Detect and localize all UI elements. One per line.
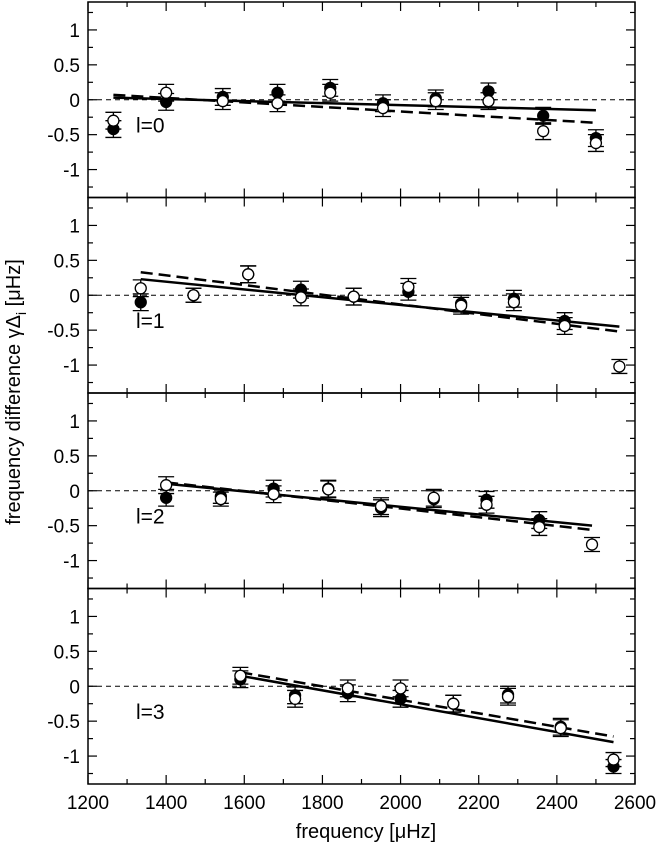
y-tick-label: 1 [69, 412, 80, 433]
y-tick-label: 0 [69, 482, 80, 503]
open-point [376, 101, 390, 115]
open-point [585, 538, 599, 551]
x-tick-label: 1800 [301, 793, 343, 814]
open-point [107, 114, 120, 127]
open-point [501, 690, 515, 703]
dashed-fit-line [140, 270, 620, 333]
open-point [427, 491, 440, 504]
open-point [589, 136, 603, 150]
y-tick-label: -0.5 [47, 517, 80, 538]
y-tick-label: 0.5 [54, 642, 80, 663]
open-point [607, 753, 620, 766]
y-tick-label: -0.5 [47, 126, 80, 147]
panel-3: -1 -0.5 0 0.5 1 l=3 [47, 587, 636, 785]
panel-label: l=2 [136, 506, 165, 529]
x-tick-label: 1400 [145, 793, 187, 814]
x-tick-labels: 1200 1400 1600 1800 2000 2200 2400 2600 [67, 793, 656, 814]
open-point [341, 682, 354, 695]
panel-2: -1 -0.5 0 0.5 1 l=2 [47, 392, 636, 590]
x-tick-label: 2400 [536, 793, 578, 814]
open-point [454, 299, 468, 312]
open-point [613, 360, 626, 373]
y-tick-label: -0.5 [47, 321, 80, 342]
x-tick-label: 1200 [67, 793, 109, 814]
y-tick-label: 0 [69, 286, 80, 307]
y-axis-label: frequency difference γΔi [μHz] [3, 259, 29, 525]
y-axis-label-main: frequency difference γΔ [3, 315, 25, 525]
open-point [159, 479, 173, 492]
open-point [322, 483, 335, 496]
open-point [134, 282, 147, 295]
open-point [374, 499, 388, 513]
y-tick-label: 1 [69, 21, 80, 42]
y-tick-label: -1 [63, 552, 80, 573]
open-point [214, 492, 227, 506]
dashed-fit-line [113, 93, 597, 125]
open-point [271, 97, 284, 110]
panels-layer: -1 -0.5 0 0.5 1 l=0 -1 -0.5 0 0.5 1 l=1 -1 -0.5 0 0.5 1 l… [47, 1, 636, 785]
open-point [216, 94, 229, 108]
panel-0: -1 -0.5 0 0.5 1 l=0 [47, 1, 636, 199]
y-tick-label: 0.5 [54, 251, 80, 272]
panel-1: -1 -0.5 0 0.5 1 l=1 [47, 196, 636, 394]
x-tick-label: 2600 [614, 793, 656, 814]
open-point [394, 682, 407, 695]
filled-point [134, 296, 147, 309]
open-point [480, 498, 493, 511]
panel-label: l=3 [136, 701, 165, 724]
y-tick-label: 0.5 [54, 56, 80, 77]
open-point [533, 520, 546, 534]
y-tick-label: 1 [69, 216, 80, 237]
y-tick-label: -1 [63, 747, 80, 768]
open-point [482, 94, 495, 108]
x-axis-label: frequency [μHz] [296, 821, 436, 843]
y-axis-label-suffix: [μHz] [3, 259, 25, 312]
open-point [324, 86, 337, 99]
y-axis-label-subscript: i [13, 312, 29, 315]
open-point [402, 280, 415, 294]
open-point [288, 692, 302, 705]
open-point [347, 290, 360, 303]
panel-label: l=0 [136, 115, 165, 138]
open-point [159, 86, 173, 99]
y-tick-label: -0.5 [47, 712, 80, 733]
y-tick-label: 1 [69, 607, 80, 628]
y-tick-label: -1 [63, 356, 80, 377]
y-tick-label: 0.5 [54, 447, 80, 468]
open-point [187, 289, 200, 302]
y-tick-label: -1 [63, 161, 80, 182]
open-point [507, 296, 521, 309]
dashed-fit-line [240, 671, 614, 738]
open-point [294, 291, 308, 304]
open-point [537, 125, 550, 138]
x-tick-label: 2000 [379, 793, 421, 814]
filled-point [537, 109, 550, 122]
open-point [267, 488, 280, 501]
open-point [242, 268, 255, 281]
x-tick-label: 2200 [458, 793, 500, 814]
open-point [234, 669, 247, 682]
open-point [558, 319, 571, 333]
open-point [447, 697, 460, 710]
open-point [429, 94, 442, 108]
open-point [554, 721, 567, 735]
y-tick-label: 0 [69, 677, 80, 698]
x-tick-label: 1600 [223, 793, 265, 814]
panel-label: l=1 [136, 310, 165, 333]
y-tick-label: 0 [69, 91, 80, 112]
